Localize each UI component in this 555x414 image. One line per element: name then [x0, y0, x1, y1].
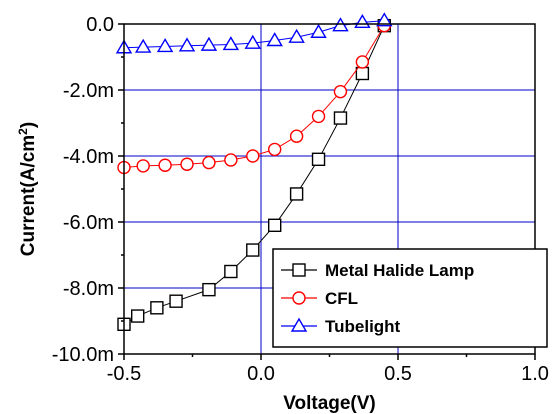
- legend-label: Tubelight: [325, 317, 401, 336]
- data-point: [244, 34, 261, 49]
- legend-entries: Metal Halide Lamp CFL Tubelight: [281, 261, 474, 336]
- series-0: [117, 18, 391, 331]
- data-point: [202, 282, 216, 297]
- x-tick-label: 0.0: [247, 363, 275, 385]
- y-axis-title: Current(A/cm2): [16, 122, 39, 256]
- data-point: [288, 28, 305, 43]
- data-point: [311, 109, 326, 124]
- data-point: [268, 218, 282, 233]
- y-axis-title-main: Current(A/cm: [18, 135, 39, 256]
- y-tick-label: -4.0m: [63, 146, 114, 168]
- data-point: [289, 129, 304, 143]
- y-tick-label: 0.0: [86, 14, 114, 36]
- data-point: [158, 158, 172, 172]
- x-tick-label: 0.5: [384, 363, 412, 385]
- y-axis-title-end: ): [18, 122, 39, 128]
- data-point: [150, 301, 164, 315]
- data-point: [355, 66, 370, 81]
- data-point: [130, 309, 145, 323]
- legend-label: Metal Halide Lamp: [325, 261, 474, 280]
- y-axis-title-superscript: 2: [16, 128, 30, 135]
- data-point: [289, 187, 304, 201]
- data-point: [224, 264, 238, 279]
- data-point: [156, 38, 174, 53]
- data-point: [136, 159, 150, 173]
- series-group: [115, 12, 393, 331]
- data-point: [178, 37, 196, 52]
- y-tick-label: -2.0m: [63, 80, 114, 102]
- data-point: [134, 38, 152, 53]
- legend-box: [272, 248, 548, 348]
- data-point: [169, 294, 183, 308]
- data-point: [333, 84, 348, 99]
- legend-entry: CFL: [281, 289, 358, 308]
- data-point: [355, 55, 370, 69]
- data-point: [376, 12, 393, 27]
- data-point: [268, 142, 282, 157]
- legend-marker: [292, 291, 306, 305]
- x-tick-label: 1.0: [521, 363, 549, 385]
- data-point: [202, 155, 216, 170]
- data-point: [333, 111, 348, 125]
- data-point: [266, 32, 283, 47]
- data-point: [200, 36, 218, 51]
- data-point: [222, 36, 240, 51]
- gridlines: [124, 24, 535, 354]
- series-2: [115, 12, 393, 54]
- legend: Metal Halide Lamp CFL Tubelight: [272, 248, 548, 348]
- data-point: [246, 149, 260, 163]
- data-point: [224, 153, 238, 167]
- data-point: [180, 157, 194, 171]
- axis-ticks: 0.0 -2.0m -4.0m -6.0m -8.0m -10.0m-0.5 0.0 0.5 1…: [52, 14, 549, 385]
- y-tick-label: -6.0m: [63, 212, 114, 234]
- legend-marker: [292, 263, 306, 277]
- data-point: [246, 243, 260, 257]
- y-tick-label: -8.0m: [63, 278, 114, 300]
- x-axis-title: Voltage(V): [283, 393, 376, 414]
- legend-entry: Tubelight: [281, 317, 401, 336]
- x-tick-label: -0.5: [107, 363, 141, 385]
- data-point: [310, 23, 327, 38]
- data-point: [354, 13, 371, 29]
- legend-marker: [290, 317, 308, 332]
- y-tick-label: -10.0m: [52, 344, 114, 366]
- data-point: [311, 152, 326, 167]
- legend-entry: Metal Halide Lamp: [281, 261, 474, 280]
- legend-label: CFL: [325, 289, 358, 308]
